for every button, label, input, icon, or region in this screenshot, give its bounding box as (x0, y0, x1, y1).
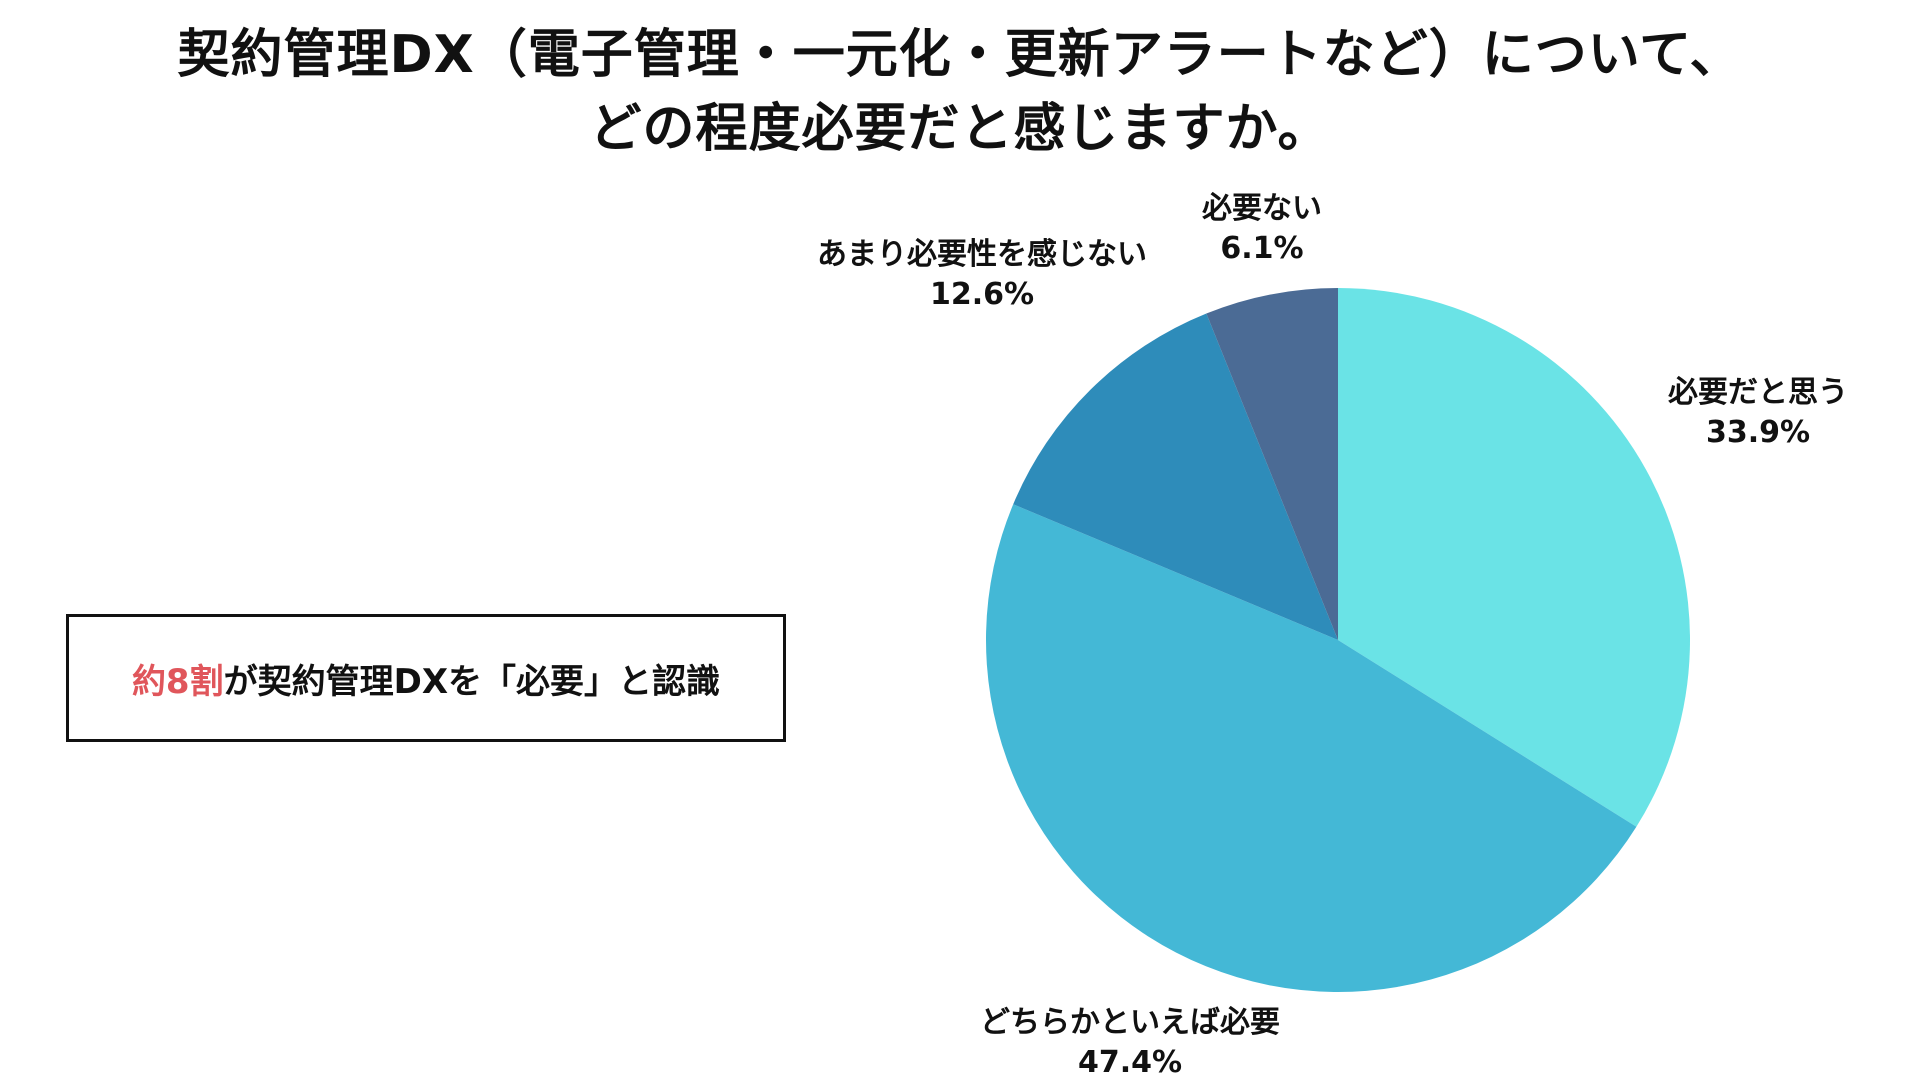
callout-highlight: 約8割 (131, 661, 224, 702)
pie-slice-3 (1013, 313, 1338, 640)
slice-value-2: 47.4% (1078, 1045, 1182, 1080)
chart-title-line-1: 契約管理DX（電子管理・一元化・更新アラートなど）について、 (177, 25, 1743, 85)
slice-label-3: あまり必要性を感じない (817, 237, 1147, 272)
slice-value-3: 12.6% (930, 277, 1034, 312)
chart-title: 契約管理DX（電子管理・一元化・更新アラートなど）について、 どの程度必要だと感… (0, 18, 1920, 166)
pie-slice-4 (1206, 288, 1338, 640)
callout-text: が契約管理DXを「必要」と認識 (223, 661, 721, 702)
slice-label-2: どちらかといえば必要 (980, 1005, 1280, 1040)
chart-title-line-2: どの程度必要だと感じますか。 (589, 99, 1331, 159)
slice-label-4: 必要ない (1202, 191, 1322, 226)
slice-value-1: 33.9% (1706, 415, 1810, 450)
summary-callout: 約8割 が契約管理DXを「必要」と認識 (66, 614, 786, 742)
slice-label-1: 必要だと思う (1668, 375, 1848, 410)
slice-value-4: 6.1% (1220, 231, 1303, 266)
pie-slices (985, 288, 1691, 993)
pie-slice-2 (985, 504, 1637, 993)
pie-labels: 必要だと思う 33.9% どちらかといえば必要 47.4% あまり必要性を感じない 12.… (817, 191, 1848, 1080)
pie-slice-1 (1338, 288, 1691, 827)
